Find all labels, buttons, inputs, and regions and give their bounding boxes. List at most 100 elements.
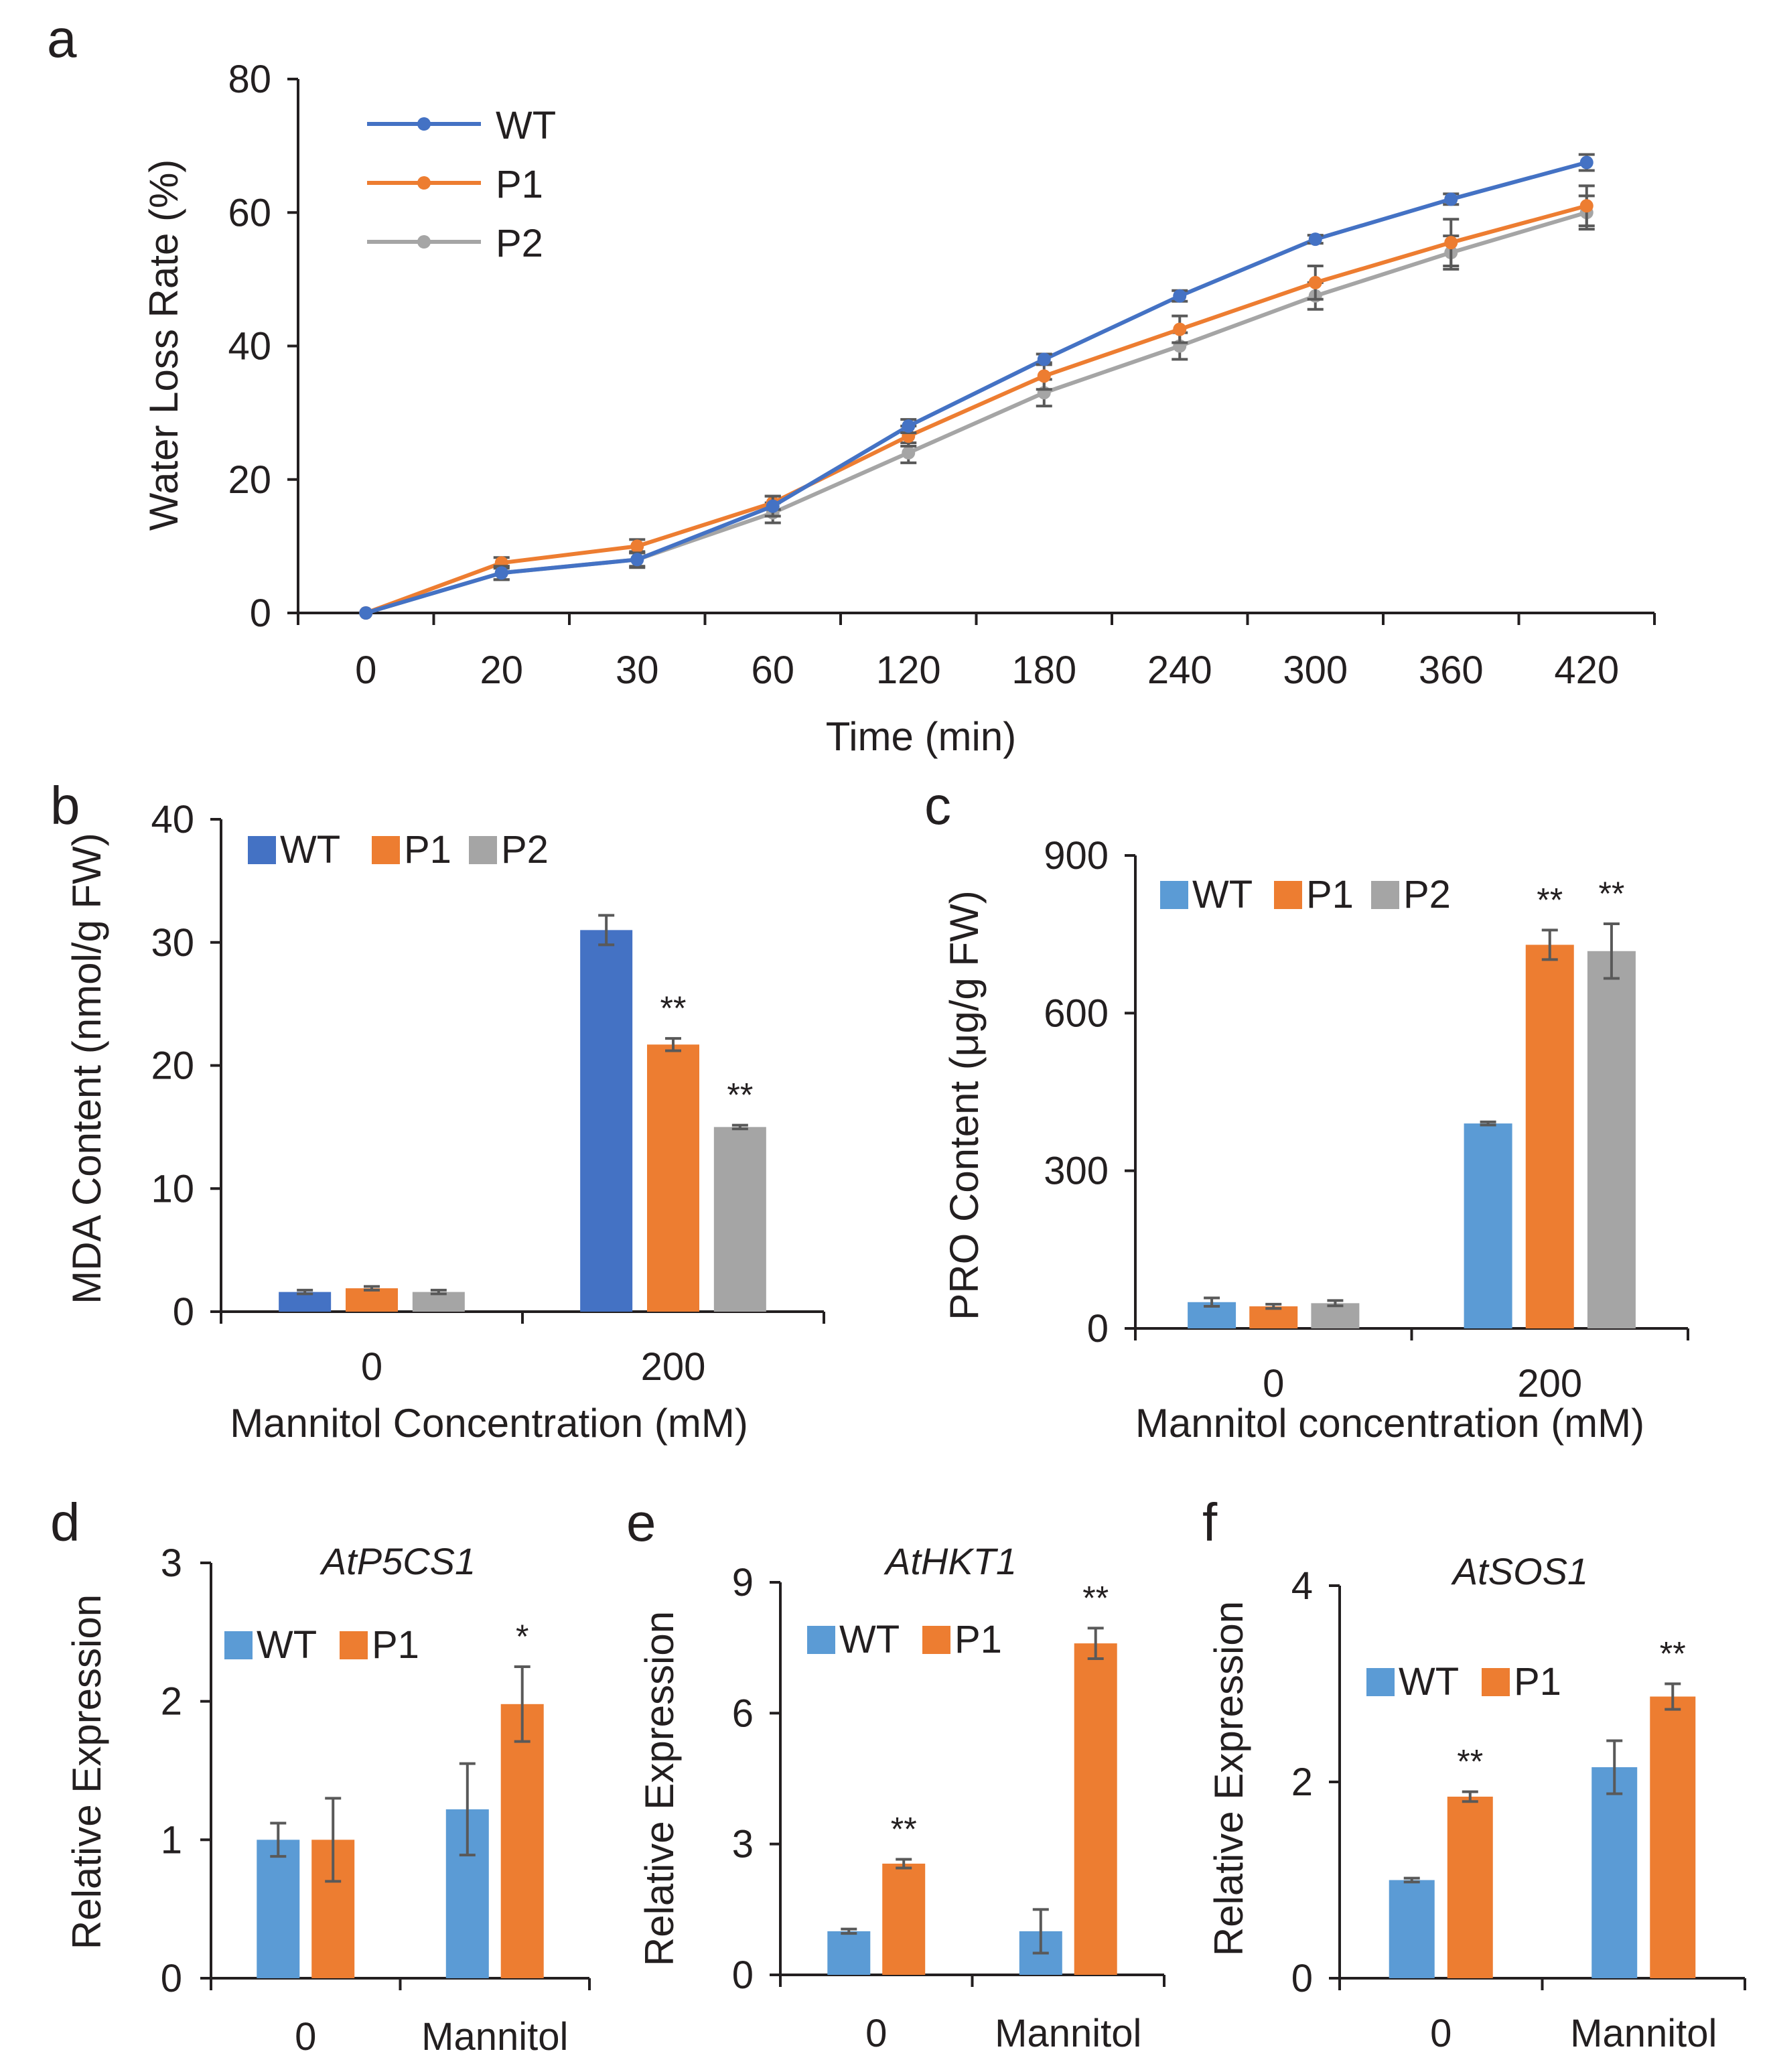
data-point-wt xyxy=(359,606,373,620)
significance-mark: ** xyxy=(727,1077,753,1114)
legend-label-p2: P2 xyxy=(496,222,543,265)
panel-label-d: d xyxy=(50,1493,80,1552)
x-tick-label-a: 420 xyxy=(1554,648,1619,692)
data-point-wt xyxy=(630,553,644,567)
legend-label-wt: WT xyxy=(496,104,556,147)
x-tick-label-d: Mannitol xyxy=(421,2015,568,2059)
legend-label-p1: P1 xyxy=(496,163,543,206)
data-point-p2 xyxy=(902,445,916,460)
data-point-wt xyxy=(902,419,916,433)
panel-label-e: e xyxy=(626,1493,656,1552)
x-tick-label-a: 30 xyxy=(616,648,659,692)
data-point-wt xyxy=(1173,289,1187,303)
legend-label-p1: P1 xyxy=(404,828,451,872)
y-tick-label-d: 3 xyxy=(161,1541,182,1585)
legend-label-p2: P2 xyxy=(1403,873,1451,916)
x-tick-label-a: 180 xyxy=(1011,648,1076,692)
y-tick-label-a: 60 xyxy=(228,191,271,234)
legend-label-p1: P1 xyxy=(1514,1660,1561,1704)
data-point-wt xyxy=(1579,155,1594,169)
x-tick-label-a: 300 xyxy=(1283,648,1348,692)
legend-swatch-wt xyxy=(1366,1668,1395,1696)
significance-mark: * xyxy=(516,1618,528,1655)
y-tick-label-d: 0 xyxy=(161,1957,182,2000)
ylabel-b: MDA Content (nmol/g FW) xyxy=(64,833,109,1304)
bar-wt-1 xyxy=(580,930,633,1312)
x-tick-label-f: 0 xyxy=(1430,2012,1452,2055)
data-point-p1 xyxy=(1037,369,1051,383)
y-tick-label-c: 600 xyxy=(1044,991,1109,1035)
legend-swatch-wt xyxy=(1160,881,1188,909)
legend-swatch-p1 xyxy=(340,1631,368,1659)
y-tick-label-a: 0 xyxy=(250,592,271,635)
significance-mark: ** xyxy=(891,1810,917,1848)
x-tick-label-f: Mannitol xyxy=(1570,2012,1717,2055)
data-point-p1 xyxy=(630,539,644,553)
bar-p1-1 xyxy=(1525,945,1574,1328)
significance-mark: ** xyxy=(1457,1743,1483,1781)
bar-p2-0 xyxy=(1311,1303,1360,1328)
x-tick-label-d: 0 xyxy=(295,2015,316,2059)
legend-swatch-p1 xyxy=(1482,1668,1510,1696)
x-tick-label-b: 0 xyxy=(361,1345,382,1389)
ylabel-d: Relative Expression xyxy=(64,1594,109,1949)
x-tick-label-e: Mannitol xyxy=(995,2012,1141,2055)
y-tick-label-c: 300 xyxy=(1044,1150,1109,1193)
legend-label-wt: WT xyxy=(257,1623,317,1667)
series-line-wt xyxy=(365,160,1587,615)
x-tick-label-e: 0 xyxy=(865,2012,887,2055)
data-point-p1 xyxy=(1173,322,1187,336)
y-tick-label-d: 1 xyxy=(161,1818,182,1862)
y-tick-label-b: 30 xyxy=(151,921,194,965)
bar-wt-0 xyxy=(1389,1880,1435,1978)
bar-wt-0 xyxy=(279,1292,332,1312)
legend-swatch-p1 xyxy=(922,1626,950,1654)
x-tick-label-a: 0 xyxy=(355,648,376,692)
bar-p1-1 xyxy=(500,1704,544,1978)
y-tick-label-f: 2 xyxy=(1291,1760,1313,1804)
x-tick-label-c: 200 xyxy=(1517,1362,1582,1405)
data-point-wt xyxy=(766,499,780,513)
legend-marker-p1 xyxy=(417,176,431,190)
title-f: AtSOS1 xyxy=(1451,1550,1588,1592)
legend-label-p1: P1 xyxy=(1306,873,1354,916)
y-tick-label-f: 0 xyxy=(1291,1957,1313,2000)
legend-swatch-wt xyxy=(807,1626,835,1654)
y-tick-label-e: 6 xyxy=(732,1691,754,1735)
legend-label-wt: WT xyxy=(1399,1660,1459,1704)
ylabel-a: Water Loss Rate (%) xyxy=(141,159,186,531)
significance-mark: ** xyxy=(1082,1579,1109,1616)
bar-p1-0 xyxy=(346,1288,398,1312)
y-tick-label-d: 2 xyxy=(161,1680,182,1724)
legend-marker-p2 xyxy=(417,235,431,249)
title-e: AtHKT1 xyxy=(883,1540,1017,1582)
x-tick-label-a: 60 xyxy=(751,648,794,692)
data-point-wt xyxy=(494,566,508,580)
y-tick-label-c: 900 xyxy=(1044,834,1109,878)
bar-p1-1 xyxy=(1650,1696,1696,1978)
significance-mark: ** xyxy=(1660,1635,1686,1673)
legend-label-p1: P1 xyxy=(372,1623,419,1667)
legend-label-wt: WT xyxy=(280,828,340,872)
legend-swatch-wt xyxy=(224,1631,253,1659)
y-tick-label-a: 20 xyxy=(228,458,271,502)
panel-label-f: f xyxy=(1202,1493,1218,1552)
ylabel-c: PRO Content (μg/g FW) xyxy=(942,890,987,1320)
bar-p2-1 xyxy=(713,1127,766,1312)
y-tick-label-a: 80 xyxy=(228,58,271,101)
x-tick-label-c: 0 xyxy=(1263,1362,1284,1405)
ylabel-f: Relative Expression xyxy=(1206,1601,1251,1956)
data-point-p1 xyxy=(1444,236,1458,250)
series-line-p2 xyxy=(365,210,1587,615)
legend-label-wt: WT xyxy=(1192,873,1253,916)
xlabel-b: Mannitol Concentration (mM) xyxy=(230,1401,748,1446)
y-tick-label-b: 40 xyxy=(151,798,194,841)
y-tick-label-e: 0 xyxy=(732,1953,754,1997)
x-tick-label-a: 240 xyxy=(1147,648,1212,692)
data-point-p1 xyxy=(1579,199,1594,213)
x-tick-label-a: 360 xyxy=(1419,648,1484,692)
y-tick-label-b: 10 xyxy=(151,1167,194,1211)
y-tick-label-b: 20 xyxy=(151,1044,194,1088)
